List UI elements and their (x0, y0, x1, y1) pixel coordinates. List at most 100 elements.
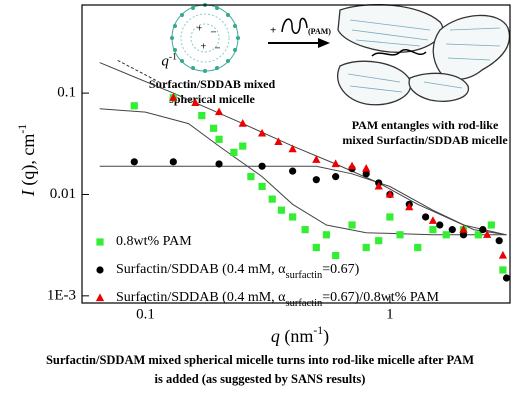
point (215, 135, 223, 143)
point (502, 274, 511, 282)
point (374, 181, 383, 190)
point (289, 213, 297, 221)
point (191, 98, 200, 107)
point (474, 231, 482, 239)
legend-label-part: =0.67)/0.8wt% PAM (322, 290, 439, 305)
legend-label-part: Surfactin/SDDAB (0.4 mM, α (116, 262, 286, 277)
point (215, 160, 223, 168)
point (209, 124, 218, 132)
point (479, 226, 487, 234)
y-axis-label: I (q), cm-1 (16, 124, 39, 197)
point (238, 119, 247, 127)
reference-line (117, 59, 160, 83)
point (332, 173, 340, 181)
diagram-label: PAM entangles with rod-like (352, 118, 499, 132)
legend-label-part: surfactin (286, 298, 323, 309)
caption: is added (as suggested by SANS results) (155, 372, 366, 386)
point (499, 266, 507, 274)
point (214, 107, 224, 116)
x-tick-label: 0.1 (136, 306, 155, 322)
point (268, 195, 276, 203)
svg-text:−: − (210, 28, 217, 37)
plot-frame (81, 4, 511, 304)
point (396, 231, 404, 239)
point (312, 176, 320, 184)
svg-text:+: + (200, 42, 207, 51)
legend-label: Surfactin/SDDAB (0.4 mM, αsurfactin=0.67… (116, 290, 439, 309)
rod-micelles (337, 3, 510, 106)
reference-label-part: q (161, 54, 169, 70)
point (428, 216, 438, 224)
point (436, 221, 444, 229)
diagram-label: spherical micelle (169, 92, 255, 106)
diagram-label: mixed Surfactin/SDDAB micelle (342, 133, 508, 147)
point (257, 128, 267, 137)
point (289, 167, 297, 175)
point (258, 162, 266, 170)
point (230, 148, 238, 157)
point (348, 221, 356, 229)
point (459, 231, 468, 239)
point (130, 102, 138, 110)
legend-label-part: Surfactin/SDDAB (0.4 mM, α (116, 290, 286, 305)
point (169, 158, 177, 166)
x-tick-label: 1 (386, 306, 394, 322)
point (312, 155, 321, 163)
polymer-label: (PAM) (308, 27, 331, 36)
point (362, 170, 370, 178)
point (258, 182, 266, 191)
y-tick-label: 0.1 (57, 85, 76, 101)
point (301, 226, 309, 234)
point (247, 173, 255, 181)
point (405, 202, 414, 211)
point (362, 243, 370, 252)
point (322, 231, 331, 239)
fit-line (99, 165, 507, 236)
legend-label-part: =0.67) (322, 262, 359, 277)
y-axis-label-part: -1 (16, 124, 29, 134)
y-axis-label-part: I (18, 189, 38, 197)
legend-label: 0.8wt% PAM (116, 234, 192, 249)
legend-label: Surfactin/SDDAB (0.4 mM, αsurfactin=0.67… (116, 262, 360, 281)
point (375, 237, 383, 245)
point (386, 213, 394, 221)
y-tick-label: 1E-3 (47, 287, 76, 303)
x-axis-label-part: ) (323, 326, 329, 347)
diagram-label: Surfactin/SDDAB mixed (149, 77, 276, 91)
x-axis-label: q (nm-1) (271, 324, 329, 347)
svg-text:+: + (196, 24, 203, 33)
point (448, 226, 456, 234)
point (277, 206, 286, 214)
plus-sign: + (270, 25, 276, 37)
x-axis-label-part: -1 (313, 324, 323, 337)
x-axis-label-part: q (271, 326, 280, 346)
point (498, 250, 508, 259)
legend-label-part: surfactin (286, 270, 323, 281)
point (169, 93, 178, 101)
legend-marker (95, 293, 105, 302)
point (362, 164, 371, 172)
legend-label-part: 0.8wt% PAM (116, 234, 192, 249)
point (239, 142, 247, 150)
point (198, 111, 206, 120)
y-axis-label-part: (q), cm (18, 134, 39, 190)
point (483, 230, 492, 238)
point (487, 221, 495, 229)
point (459, 225, 468, 233)
reference-label: q-1 (161, 51, 177, 70)
reference-label-part: -1 (169, 51, 177, 62)
point (331, 159, 340, 168)
svg-text:−: − (214, 44, 221, 53)
point (332, 251, 340, 260)
legend-marker (96, 266, 104, 274)
point (130, 158, 138, 166)
caption: Surfactin/SDDAM mixed spherical micelle … (46, 353, 474, 367)
polymer-arrow (268, 17, 330, 48)
point (495, 237, 503, 245)
point (274, 137, 283, 146)
point (288, 144, 297, 153)
point (414, 243, 422, 252)
point (312, 243, 320, 252)
x-axis-label-part: (nm (280, 326, 314, 347)
